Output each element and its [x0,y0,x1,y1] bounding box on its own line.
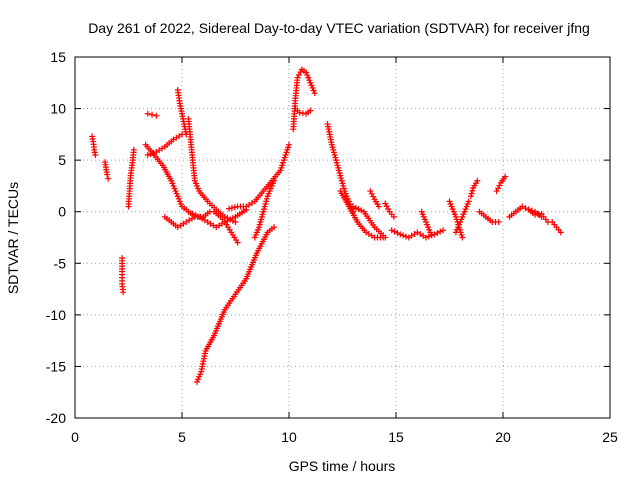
x-axis-label: GPS time / hours [289,458,396,474]
y-tick-label: 0 [58,204,66,220]
data-point [153,112,160,119]
data-point [519,203,526,210]
data-point [234,239,241,246]
data-point [493,188,500,195]
data-point-interp [496,182,503,189]
data-point [467,193,474,200]
x-tick-label: 15 [388,429,404,445]
data-point-interp [295,71,302,78]
data-point [189,210,196,217]
data-point [271,224,278,231]
data-point [144,110,151,117]
data-point-interp [400,232,407,239]
data-point-interp [528,207,535,214]
data-point-interp [522,205,529,212]
x-tick-label: 5 [178,429,186,445]
data-point [427,229,434,236]
data-point [307,107,314,114]
tick-layer [74,56,611,419]
data-point [149,111,156,118]
data-point [92,151,99,158]
y-tick-label: 5 [58,152,66,168]
data-point-interp [428,232,435,239]
chart-title: Day 261 of 2022, Sidereal Day-to-day VTE… [88,20,590,36]
data-point-interp [358,207,365,214]
data-point-interp [383,203,390,210]
data-point [104,171,111,178]
data-point [557,229,564,236]
data-point [440,227,447,234]
data-point [525,206,532,213]
data-point [422,234,429,241]
data-point [382,200,389,207]
y-axis-label: SDTVAR / TECUs [5,182,21,294]
plot-area-border [74,56,611,419]
data-point [474,177,481,184]
data-point [311,90,318,97]
data-point [367,188,374,195]
data-point-interp [355,206,362,213]
data-point [226,205,233,212]
data-point-interp [229,215,236,222]
data-point-interp [425,233,432,240]
data-point-interp [150,149,157,156]
data-point-interp [192,212,199,219]
data-point [495,219,502,226]
data-point [502,173,509,180]
data-point [459,234,466,241]
data-point-interp [227,216,234,223]
data-point [431,231,438,238]
data-point-interp [468,190,475,197]
data-point [232,219,239,226]
data-point [144,151,151,158]
data-point [375,203,382,210]
y-tick-label: 10 [50,101,66,117]
data-point-interp [437,228,444,235]
data-point-interp [228,204,235,211]
x-tick-label: 20 [495,429,511,445]
data-point-interp [368,190,375,197]
tick-label-layer: 0 5 10 15 20 25 -20 -15 -10 -5 0 5 10 15 [46,49,618,445]
grid-layer [75,57,610,418]
data-point [130,146,137,153]
data-point [105,175,112,182]
data-point-interp [147,150,154,157]
data-point [382,234,389,241]
data-point [286,141,292,148]
data-point [465,198,472,205]
data-point [388,227,395,234]
data-point-interp [391,228,398,235]
data-point [397,231,404,238]
y-tick-label: -15 [46,358,66,374]
data-point-interp [495,185,502,192]
x-tick-label: 25 [602,429,618,445]
data-point-interp [394,230,401,237]
y-tick-label: -20 [46,410,66,426]
data-point [390,213,397,220]
data-point [350,203,357,210]
x-tick-label: 10 [281,429,297,445]
data-point-interp [370,193,377,200]
data-marks [89,66,564,385]
data-point-interp [469,187,476,194]
y-tick-label: -10 [46,307,66,323]
data-point [271,177,278,184]
data-point-interp [385,205,392,212]
y-tick-label: 15 [50,49,66,65]
data-point-interp [231,204,238,211]
data-point-interp [434,230,441,237]
data-point-interp [224,217,231,224]
data-point [120,289,127,296]
data-point-interp [297,69,304,76]
data-point-interp [402,233,409,240]
y-tick-label: -5 [54,255,67,271]
data-point-interp [352,204,359,211]
x-tick-label: 0 [71,429,79,445]
